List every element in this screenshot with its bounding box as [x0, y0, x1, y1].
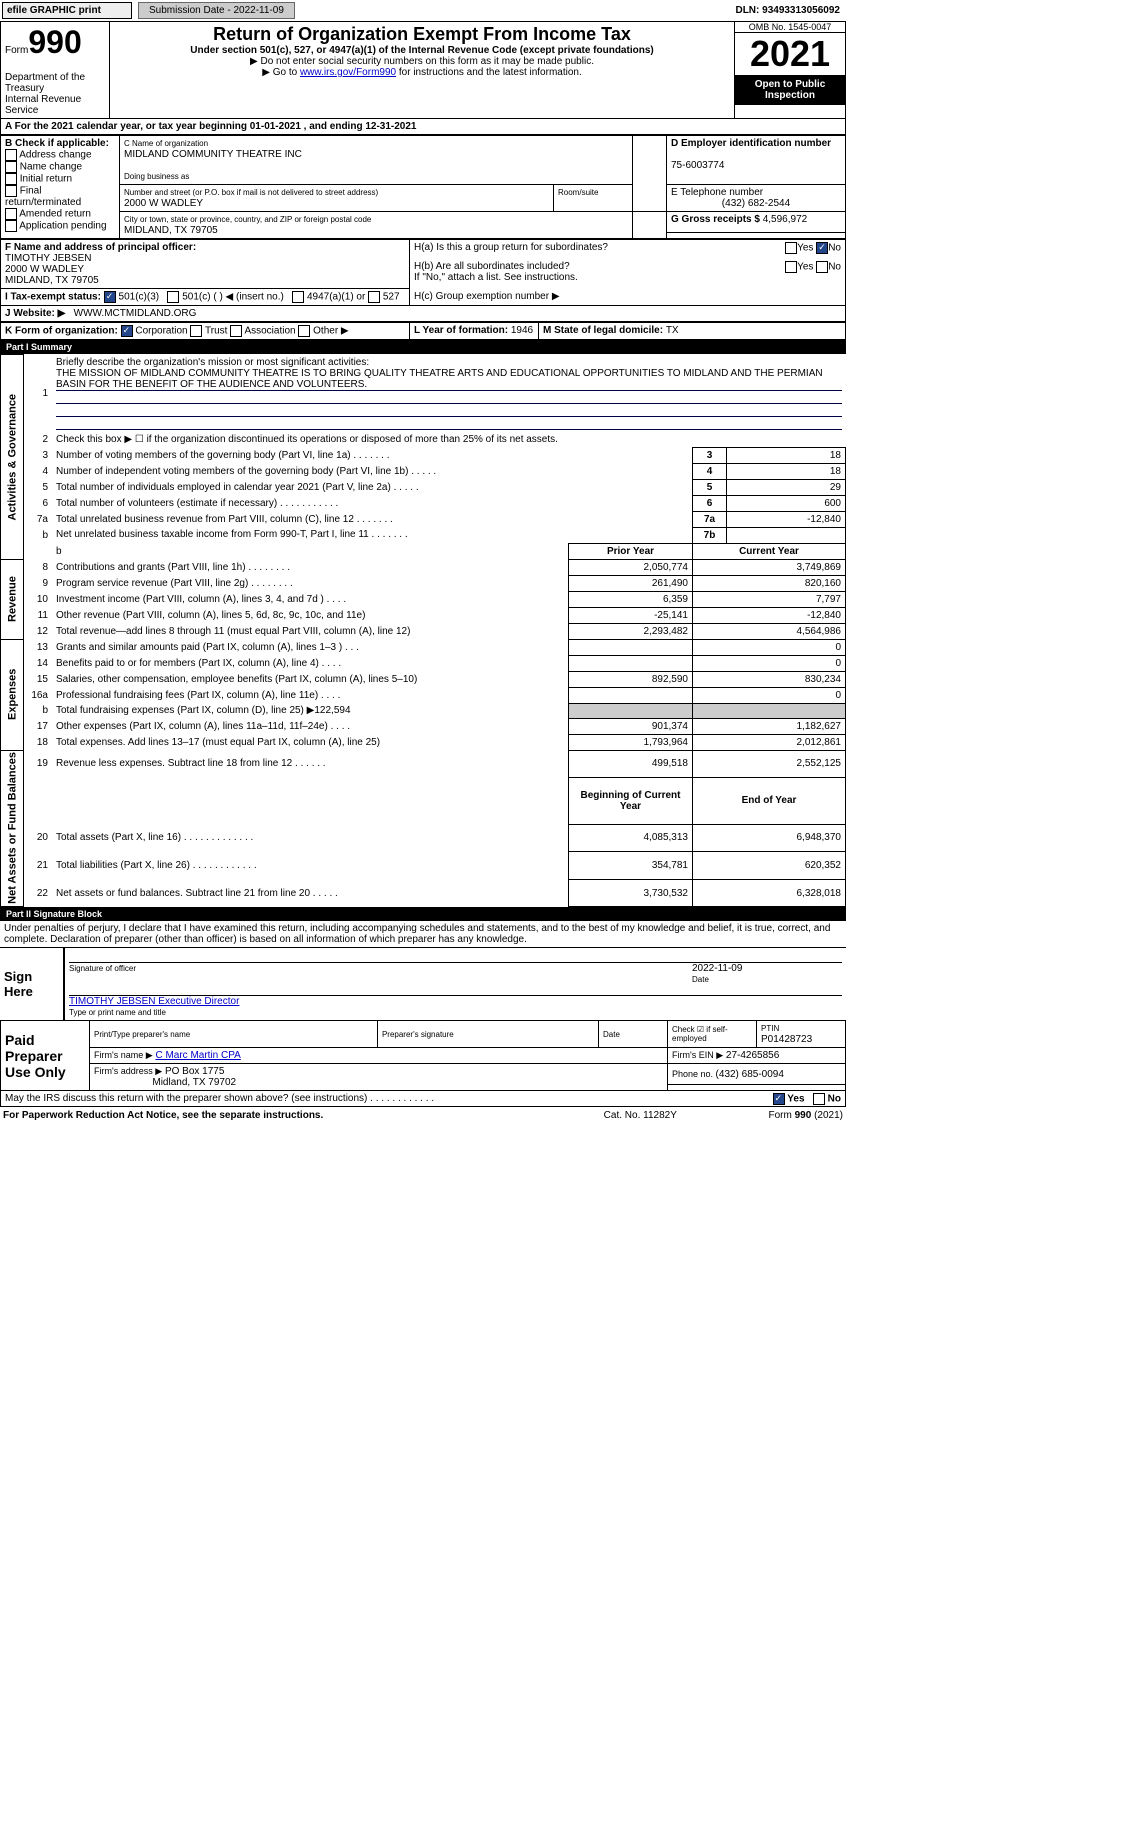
- submission-button[interactable]: Submission Date - 2022-11-09: [138, 2, 295, 19]
- form-note1: ▶ Do not enter social security numbers o…: [114, 56, 730, 67]
- firm-name-link[interactable]: C Marc Martin CPA: [155, 1050, 240, 1061]
- open-public: Open to Public Inspection: [735, 75, 845, 105]
- checkbox-app-pending[interactable]: [5, 220, 17, 232]
- phone-value: (432) 682-2544: [671, 198, 841, 209]
- state-domicile: TX: [666, 325, 679, 336]
- box-c-label: C Name of organization: [124, 139, 208, 148]
- officer-name: TIMOTHY JEBSEN: [5, 253, 92, 264]
- paid-preparer-block: Paid Preparer Use Only Print/Type prepar…: [0, 1020, 846, 1091]
- instructions-link[interactable]: www.irs.gov/Form990: [300, 67, 396, 78]
- ptin-value: P01428723: [761, 1034, 812, 1045]
- klm-block: K Form of organization: Corporation Trus…: [0, 322, 846, 340]
- org-name: MIDLAND COMMUNITY THEATRE INC: [124, 149, 302, 160]
- checkbox-4947[interactable]: [292, 291, 304, 303]
- form-title: Return of Organization Exempt From Incom…: [114, 24, 730, 45]
- dept-label: Department of the Treasury: [5, 72, 85, 94]
- irs-label: Internal Revenue Service: [5, 94, 81, 116]
- side-governance: Activities & Governance: [1, 355, 24, 560]
- tax-year: 2021: [735, 33, 845, 75]
- checkbox-ha-yes[interactable]: [785, 242, 797, 254]
- checkbox-assoc[interactable]: [230, 325, 242, 337]
- checkbox-name-change[interactable]: [5, 161, 17, 173]
- checkbox-discuss-yes[interactable]: [773, 1093, 785, 1105]
- box-d-label: D Employer identification number: [671, 138, 831, 149]
- firm-phone: (432) 685-0094: [716, 1069, 784, 1080]
- part2-header: Part II Signature Block: [0, 907, 846, 921]
- checkbox-ha-no[interactable]: [816, 242, 828, 254]
- checkbox-trust[interactable]: [190, 325, 202, 337]
- discuss-line: May the IRS discuss this return with the…: [0, 1091, 846, 1107]
- checkbox-amended[interactable]: [5, 208, 17, 220]
- note2-post: for instructions and the latest informat…: [396, 67, 582, 78]
- form-header: Form990 Department of the Treasury Inter…: [0, 21, 846, 119]
- part1-header: Part I Summary: [0, 340, 846, 354]
- sign-here-label: Sign Here: [0, 948, 64, 1020]
- sign-here-block: Sign Here Signature of officer 2022-11-0…: [0, 948, 846, 1020]
- line-a: A For the 2021 calendar year, or tax yea…: [0, 119, 846, 135]
- entity-block: B Check if applicable: Address change Na…: [0, 135, 846, 239]
- checkbox-501c3[interactable]: [104, 291, 116, 303]
- checkbox-initial-return[interactable]: [5, 173, 17, 185]
- form-number: 990: [28, 24, 81, 60]
- top-bar: efile GRAPHIC print Submission Date - 20…: [0, 0, 846, 21]
- checkbox-corp[interactable]: [121, 325, 133, 337]
- checkbox-hb-yes[interactable]: [785, 261, 797, 273]
- dln-label: DLN: 93493313056092: [379, 2, 844, 19]
- ein-value: 75-6003774: [671, 160, 724, 171]
- mission-text: THE MISSION OF MIDLAND COMMUNITY THEATRE…: [56, 368, 842, 391]
- box-b-label: B Check if applicable:: [5, 138, 109, 149]
- checkbox-other[interactable]: [298, 325, 310, 337]
- note2-pre: ▶ Go to: [262, 67, 300, 78]
- side-revenue: Revenue: [1, 559, 24, 639]
- checkbox-527[interactable]: [368, 291, 380, 303]
- checkbox-address-change[interactable]: [5, 149, 17, 161]
- omb-label: OMB No. 1545-0047: [735, 22, 845, 33]
- checkbox-final-return[interactable]: [5, 185, 17, 197]
- side-expenses: Expenses: [1, 639, 24, 750]
- paid-preparer-label: Paid Preparer Use Only: [1, 1021, 90, 1091]
- checkbox-discuss-no[interactable]: [813, 1093, 825, 1105]
- checkbox-501c[interactable]: [167, 291, 179, 303]
- box-e-label: E Telephone number: [671, 187, 763, 198]
- gross-receipts: 4,596,972: [763, 214, 808, 225]
- declaration: Under penalties of perjury, I declare th…: [0, 921, 846, 948]
- part1-table: Activities & Governance 1 Briefly descri…: [0, 354, 846, 907]
- efile-label: efile GRAPHIC print: [2, 2, 132, 19]
- form-label: Form: [5, 45, 28, 56]
- website-value: WWW.MCTMIDLAND.ORG: [74, 308, 197, 319]
- footer: For Paperwork Reduction Act Notice, see …: [0, 1107, 846, 1124]
- side-net-assets: Net Assets or Fund Balances: [1, 750, 24, 907]
- firm-ein: 27-4265856: [726, 1050, 779, 1061]
- form-subtitle: Under section 501(c), 527, or 4947(a)(1)…: [114, 45, 730, 56]
- year-formation: 1946: [511, 325, 533, 336]
- city-value: MIDLAND, TX 79705: [124, 225, 218, 236]
- officer-block: F Name and address of principal officer:…: [0, 239, 846, 322]
- street-value: 2000 W WADLEY: [124, 198, 203, 209]
- officer-name-link[interactable]: TIMOTHY JEBSEN Executive Director: [69, 996, 239, 1007]
- box-f-label: F Name and address of principal officer:: [5, 242, 196, 253]
- checkbox-hb-no[interactable]: [816, 261, 828, 273]
